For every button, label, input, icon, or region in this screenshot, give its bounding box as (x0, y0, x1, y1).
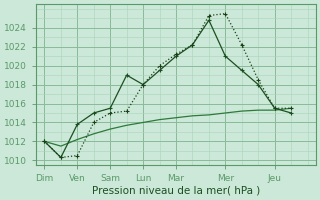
X-axis label: Pression niveau de la mer( hPa ): Pression niveau de la mer( hPa ) (92, 186, 260, 196)
